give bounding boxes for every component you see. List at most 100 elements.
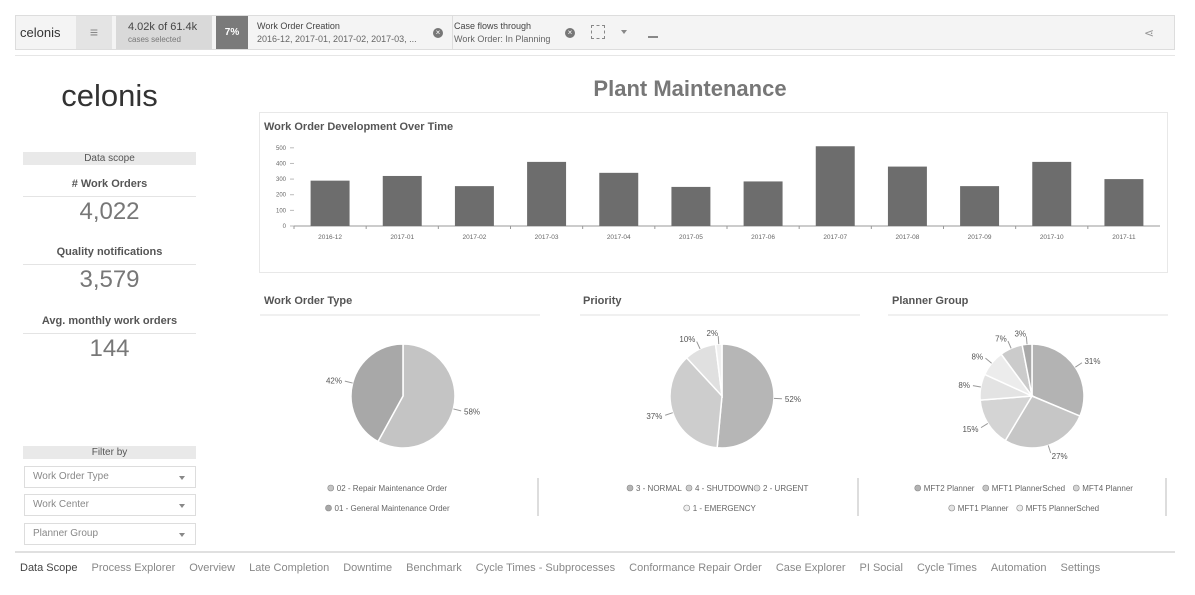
kpi-value: 3,579 (23, 264, 196, 294)
divider (15, 55, 1175, 56)
legend-marker (683, 504, 691, 512)
x-tick-label: 2017-05 (679, 234, 703, 241)
tab[interactable]: Cycle Times - Subprocesses (475, 562, 616, 574)
leader-line (1047, 445, 1052, 454)
tab[interactable]: Cycle Times (916, 562, 977, 574)
data-label: 52% (785, 395, 801, 404)
tab[interactable]: Conformance Repair Order (629, 562, 762, 574)
tab[interactable]: PI Social (859, 562, 903, 574)
leader-line (665, 412, 673, 416)
bar (960, 186, 1000, 226)
data-label: 2% (707, 329, 719, 338)
y-tick-label: 200 (276, 193, 287, 199)
tab[interactable]: Process Explorer (91, 562, 176, 574)
bar (454, 186, 494, 226)
data-label: 31% (1084, 357, 1100, 366)
filter-chip[interactable]: Work Order Creation 2016-12, 2017-01, 20… (257, 16, 447, 49)
remove-filter[interactable]: × (565, 28, 575, 38)
bar (382, 175, 422, 226)
tab[interactable]: Downtime (343, 562, 393, 574)
y-tick-label: 400 (276, 161, 287, 167)
tab[interactable]: Settings (1060, 562, 1101, 574)
logo: celonis (61, 78, 158, 113)
tab[interactable]: Benchmark (406, 562, 462, 574)
x-tick-label: 2017-02 (462, 234, 486, 241)
kpi-label: # Work Orders (71, 178, 148, 190)
x-tick-label: 2017-04 (607, 234, 631, 241)
kpi-label: Avg. monthly work orders (41, 315, 178, 327)
chart-card (259, 112, 1168, 273)
legend-label: 01 - General Maintenance Order (335, 504, 451, 513)
tab[interactable]: Late Completion (249, 562, 330, 574)
data-label: 10% (679, 335, 695, 344)
bar (1104, 179, 1144, 226)
bar (887, 166, 927, 226)
dropdown-icon[interactable] (621, 30, 627, 37)
legend-label: MFT1 Planner (958, 504, 1009, 513)
data-label: 27% (1052, 452, 1068, 461)
leader-line (1007, 340, 1012, 349)
tab-bar: Data Scope Process Explorer Overview Late C… (20, 562, 1100, 574)
legend-label: 2 - URGENT (763, 484, 808, 493)
legend-marker (982, 484, 990, 492)
leader-line (344, 380, 353, 384)
selection-icon[interactable] (591, 25, 605, 39)
bar (527, 161, 567, 226)
section-header: Filter by (23, 446, 196, 459)
pie-slice (1021, 343, 1033, 397)
chart-title: Work Order Type (264, 295, 352, 307)
y-tick-label: 0 (283, 224, 287, 230)
tab[interactable]: Data Scope (20, 562, 78, 574)
pie-slice (1004, 395, 1081, 449)
logo[interactable]: celonis (20, 25, 61, 40)
filter-title: Work Order Creation (257, 21, 340, 31)
legend-marker (948, 504, 956, 512)
filter-icon[interactable] (648, 26, 658, 38)
filter-dropdown[interactable]: Work Center (24, 494, 196, 516)
pie-slice (714, 343, 723, 397)
section-header: Data scope (23, 152, 196, 165)
x-tick-label: 2017-10 (1040, 234, 1064, 241)
tab[interactable]: Automation (990, 562, 1047, 574)
x-tick-label: 2017-03 (535, 234, 559, 241)
data-label: 58% (464, 408, 480, 417)
x-tick-label: 2017-08 (895, 234, 919, 241)
bar (1032, 161, 1072, 226)
pie-slice (979, 395, 1034, 442)
leader-line (1025, 336, 1028, 345)
chart-title: Work Order Development Over Time (264, 121, 453, 133)
chart-title: Priority (583, 295, 622, 307)
leader-line (1075, 362, 1083, 368)
legend-label: MFT4 Planner (1082, 484, 1133, 493)
top-bar: celonis ≡ 4.02k of 61.4k cases selected … (15, 15, 1175, 50)
y-tick-label: 300 (276, 177, 287, 183)
x-tick-label: 2017-06 (751, 234, 775, 241)
kpi-value: 4,022 (23, 196, 196, 226)
menu-button[interactable]: ≡ (76, 16, 112, 49)
bar (310, 180, 350, 226)
share-icon[interactable]: ⋖ (1144, 26, 1155, 40)
filter-dropdown[interactable]: Planner Group (24, 523, 196, 545)
divider (15, 551, 1175, 553)
filter-value: Work Order: In Planning (454, 34, 551, 44)
y-tick-label: 500 (276, 146, 287, 152)
pie-slice (1031, 343, 1085, 418)
filter-value: 2016-12, 2017-01, 2017-02, 2017-03, ... (257, 34, 417, 44)
filter-dropdown[interactable]: Work Order Type (24, 466, 196, 488)
legend-marker (327, 484, 335, 492)
tab[interactable]: Overview (189, 562, 236, 574)
legend-label: 1 - EMERGENCY (693, 504, 757, 513)
data-label: 15% (962, 425, 978, 434)
legend-marker (753, 484, 761, 492)
leader-line (985, 357, 992, 364)
tab[interactable]: Case Explorer (775, 562, 846, 574)
chart-title: Planner Group (892, 295, 969, 307)
filter-chip[interactable]: Case flows through Work Order: In Planni… (452, 16, 583, 49)
pie-slice (669, 356, 723, 449)
cases-selected[interactable]: 4.02k of 61.4k cases selected (116, 16, 212, 49)
legend-label: MFT5 PlannerSched (1026, 504, 1099, 513)
remove-filter[interactable]: × (433, 28, 443, 38)
legend-label: 3 - NORMAL (636, 484, 682, 493)
x-tick-label: 2017-01 (390, 234, 414, 241)
